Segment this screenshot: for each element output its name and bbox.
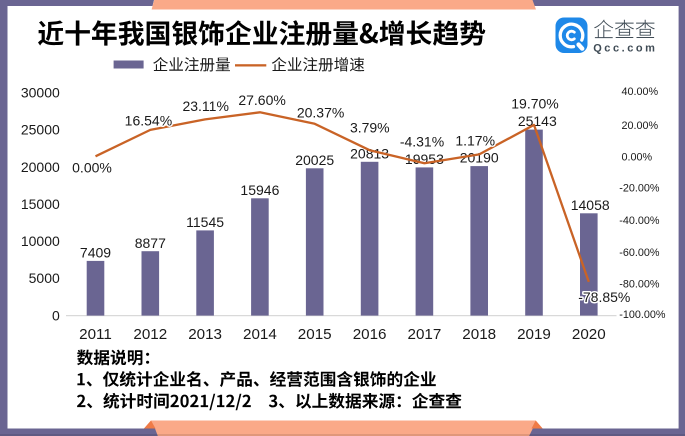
svg-text:2012: 2012 [133,326,167,343]
svg-text:16.54%: 16.54% [125,113,172,129]
svg-text:2019: 2019 [517,326,551,343]
svg-text:-100.00%: -100.00% [619,309,666,321]
svg-text:2011: 2011 [79,326,112,343]
svg-text:40.00%: 40.00% [622,86,659,98]
svg-text:25143: 25143 [518,113,557,129]
svg-text:20000: 20000 [21,159,60,175]
svg-text:-80.00%: -80.00% [619,279,660,291]
svg-text:2020: 2020 [572,326,606,343]
svg-text:30000: 30000 [21,85,60,101]
svg-text:20813: 20813 [350,145,389,161]
svg-text:20.37%: 20.37% [297,104,344,120]
svg-text:2013: 2013 [188,326,222,343]
svg-text:20025: 20025 [295,152,334,168]
svg-text:10000: 10000 [21,233,60,249]
svg-text:15946: 15946 [240,182,279,198]
svg-text:11545: 11545 [186,214,224,230]
svg-text:15000: 15000 [21,196,60,212]
svg-text:2017: 2017 [408,326,442,343]
svg-text:-20.00%: -20.00% [619,183,660,195]
svg-text:-60.00%: -60.00% [619,247,660,259]
svg-text:3.79%: 3.79% [350,120,390,136]
svg-text:2018: 2018 [462,326,496,343]
svg-text:-40.00%: -40.00% [619,215,660,227]
svg-text:2015: 2015 [298,326,332,343]
svg-text:0: 0 [52,307,60,323]
svg-text:23.11%: 23.11% [182,98,228,114]
svg-text:-78.85%: -78.85% [578,289,630,305]
svg-text:19953: 19953 [405,151,444,167]
svg-text:27.60%: 27.60% [238,92,285,108]
svg-text:14058: 14058 [571,197,610,213]
svg-text:-4.31%: -4.31% [400,133,444,149]
svg-text:5000: 5000 [29,270,60,286]
svg-text:0.00%: 0.00% [622,151,653,163]
svg-text:20190: 20190 [460,150,499,166]
svg-text:Qcc.com: Qcc.com [593,42,657,54]
svg-text:20.00%: 20.00% [622,120,659,132]
svg-text:25000: 25000 [21,122,60,138]
svg-text:7409: 7409 [80,245,111,261]
svg-text:1.17%: 1.17% [455,133,495,149]
svg-text:19.70%: 19.70% [511,96,558,112]
svg-text:2014: 2014 [243,326,277,343]
svg-text:2016: 2016 [353,326,387,343]
svg-text:0.00%: 0.00% [72,160,112,176]
svg-text:8877: 8877 [135,235,166,251]
